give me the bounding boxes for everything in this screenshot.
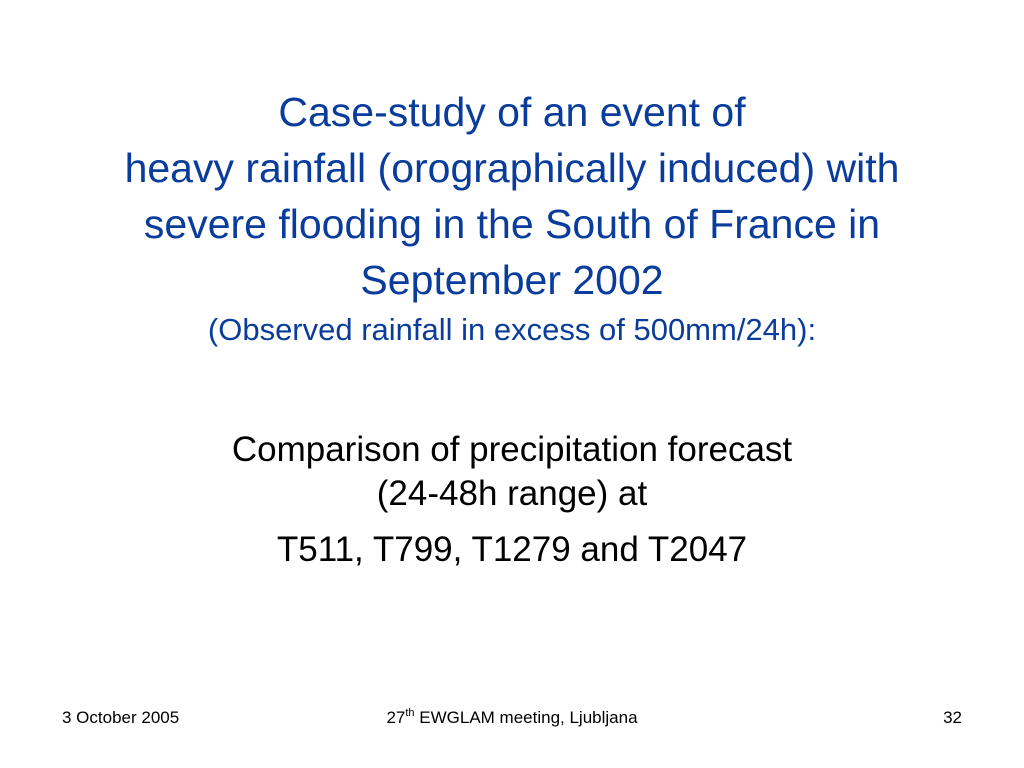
slide-title: Case-study of an event of heavy rainfall… bbox=[0, 84, 1024, 352]
footer-page-number: 32 bbox=[943, 708, 962, 727]
body-line: Comparison of precipitation forecast bbox=[231, 430, 793, 469]
title-line: heavy rainfall (orographically induced) … bbox=[124, 145, 900, 191]
slide-body: Comparison of precipitation forecast (24… bbox=[0, 428, 1024, 572]
footer-date: 3 October 2005 bbox=[62, 708, 180, 727]
title-line: September 2002 bbox=[360, 257, 664, 303]
body-line: (24-48h range) at bbox=[376, 474, 648, 513]
title-line: severe flooding in the South of France i… bbox=[143, 201, 881, 247]
body-line: T511, T799, T1279 and T2047 bbox=[276, 530, 748, 569]
meeting-text: EWGLAM meeting, Ljubljana bbox=[414, 708, 638, 727]
meeting-number: 27 bbox=[386, 708, 406, 727]
title-subtitle: (Observed rainfall in excess of 500mm/24… bbox=[207, 312, 817, 347]
meeting-ordinal-suffix: th bbox=[405, 707, 415, 719]
title-line: Case-study of an event of bbox=[278, 89, 746, 135]
footer-meeting: 27th EWGLAM meeting, Ljubljana bbox=[0, 706, 1024, 730]
